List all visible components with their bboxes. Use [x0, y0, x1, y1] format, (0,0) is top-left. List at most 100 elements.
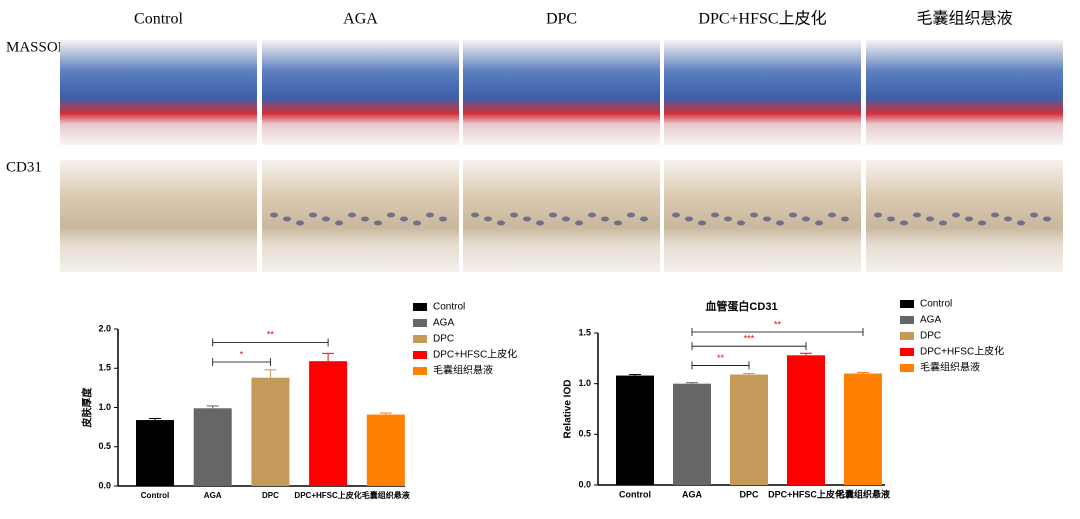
nucleus [510, 212, 518, 218]
y-axis-label: 皮肤厚度 [81, 387, 94, 429]
nucleus [952, 212, 960, 218]
significance-label: *** [744, 334, 755, 344]
column-label: DPC+HFSC上皮化 [698, 10, 826, 28]
nucleus [874, 212, 882, 218]
legend-swatch [413, 367, 427, 375]
x-tick-label: DPC [262, 491, 279, 500]
nucleus [802, 216, 810, 222]
histology-image [60, 40, 257, 145]
nucleus [978, 220, 986, 226]
nucleus [484, 216, 492, 222]
nucleus [672, 212, 680, 218]
legend-swatch [413, 335, 427, 343]
nucleus [575, 220, 583, 226]
column-label: DPC [546, 11, 577, 28]
row-label: CD31 [6, 159, 42, 175]
nucleus [614, 220, 622, 226]
histology-image [262, 40, 459, 145]
nucleus [562, 216, 570, 222]
nucleus [471, 212, 479, 218]
nucleus [991, 212, 999, 218]
legend-swatch [413, 303, 427, 311]
nucleus [698, 220, 706, 226]
legend-label: Control [920, 299, 952, 310]
histology-image [60, 160, 257, 272]
bar [193, 408, 232, 486]
x-tick-label: DPC+HFSC上皮化 [294, 490, 361, 500]
nucleus [685, 216, 693, 222]
column-label: Control [134, 11, 183, 28]
significance-label: ** [774, 319, 782, 329]
histology-image [664, 160, 861, 272]
x-tick-label: AGA [682, 489, 703, 499]
significance-label: * [240, 349, 244, 359]
x-tick-label: 毛囊组织悬液 [836, 488, 891, 499]
bar [616, 375, 654, 485]
significance-label: ** [717, 353, 725, 363]
nucleus [361, 216, 369, 222]
bar [673, 383, 711, 485]
nucleus [335, 220, 343, 226]
nucleus [523, 216, 531, 222]
nucleus [549, 212, 557, 218]
legend-label: AGA [433, 318, 454, 329]
y-axis-label: Relative IOD [563, 380, 574, 439]
nucleus [724, 216, 732, 222]
nucleus [497, 220, 505, 226]
legend-swatch [413, 351, 427, 359]
nucleus [939, 220, 947, 226]
bar [136, 420, 174, 486]
nucleus [283, 216, 291, 222]
y-tick-label: 1.5 [578, 327, 591, 337]
y-tick-label: 0.5 [578, 429, 591, 439]
legend-swatch [900, 364, 914, 372]
y-tick-label: 1.0 [98, 402, 111, 412]
nucleus [887, 216, 895, 222]
nucleus [426, 212, 434, 218]
nucleus [413, 220, 421, 226]
nucleus [965, 216, 973, 222]
nucleus [296, 220, 304, 226]
legend-label: DPC+HFSC上皮化 [920, 345, 1004, 358]
bar [787, 355, 825, 485]
nucleus [776, 220, 784, 226]
nucleus [737, 220, 745, 226]
x-tick-label: DPC [739, 489, 759, 499]
bar [309, 361, 348, 486]
histology-image [463, 40, 660, 145]
histology-image [664, 40, 861, 145]
histology-image [463, 160, 660, 272]
nucleus [900, 220, 908, 226]
nucleus [815, 220, 823, 226]
legend-swatch [900, 348, 914, 356]
y-tick-label: 1.0 [578, 378, 591, 388]
nucleus [640, 216, 648, 222]
x-tick-label: Control [619, 489, 651, 499]
y-tick-label: 2.0 [98, 323, 111, 333]
x-tick-label: Control [141, 491, 169, 500]
nucleus [1030, 212, 1038, 218]
nucleus [601, 216, 609, 222]
nucleus [588, 212, 596, 218]
row-label: MASSON [6, 39, 69, 55]
y-tick-label: 0.0 [98, 480, 111, 490]
nucleus [763, 216, 771, 222]
nucleus [309, 212, 317, 218]
x-tick-label: 毛囊组织悬液 [362, 490, 410, 500]
bar [844, 373, 882, 485]
nucleus [750, 212, 758, 218]
nucleus [711, 212, 719, 218]
histology-image [866, 40, 1063, 145]
x-tick-label: AGA [204, 491, 222, 500]
nucleus [374, 220, 382, 226]
nucleus [789, 212, 797, 218]
legend-label: 毛囊组织悬液 [433, 364, 493, 377]
nucleus [536, 220, 544, 226]
nucleus [439, 216, 447, 222]
histology-image [262, 160, 459, 272]
legend-label: DPC+HFSC上皮化 [433, 348, 517, 361]
chart-title: 血管蛋白CD31 [705, 299, 777, 313]
nucleus [387, 212, 395, 218]
nucleus [348, 212, 356, 218]
legend-swatch [900, 300, 914, 308]
